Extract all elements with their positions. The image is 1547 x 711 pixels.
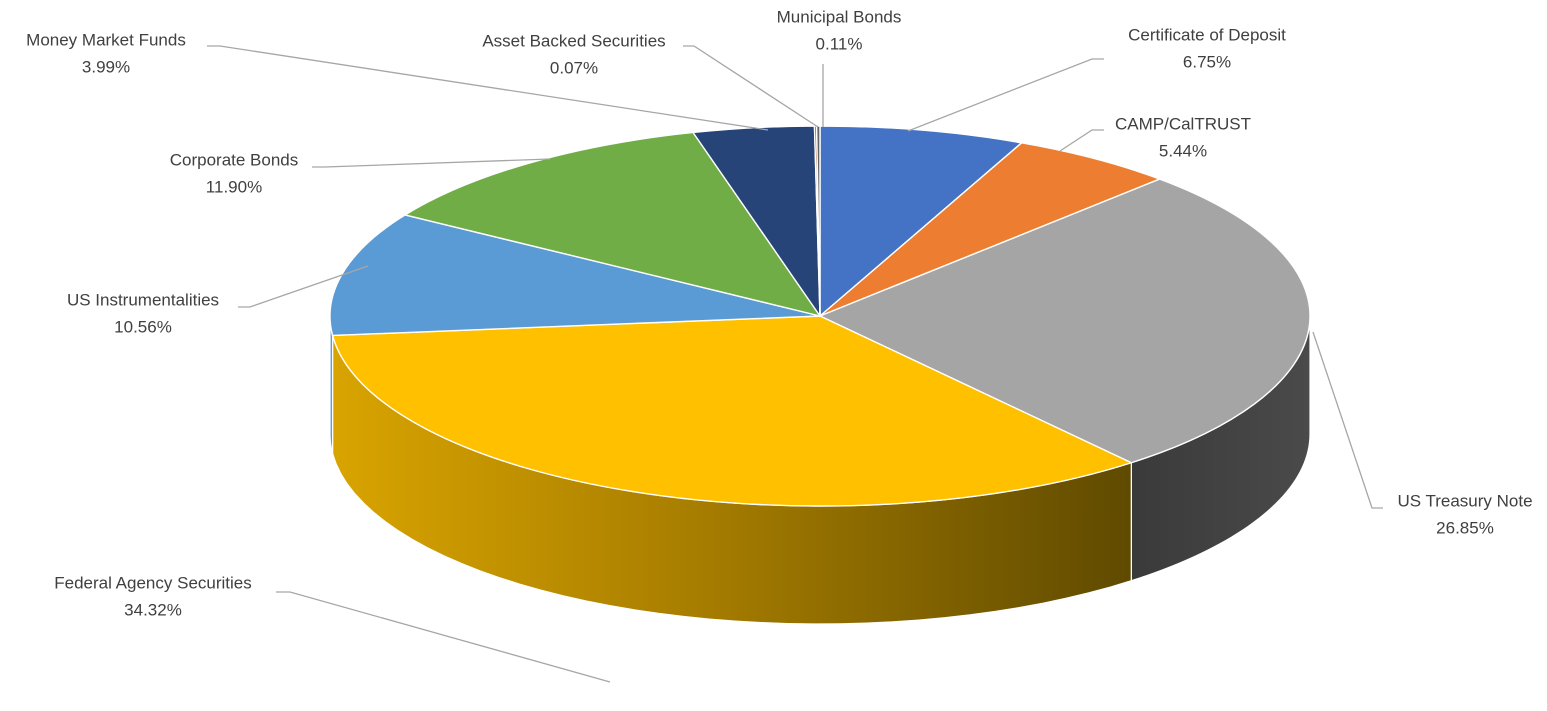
value-label-us-treasury-note: 26.85% <box>1436 518 1494 537</box>
leader-line-us-treasury-note <box>1312 331 1383 509</box>
label-us-treasury-note: US Treasury Note <box>1397 491 1532 510</box>
slice-corporate-bonds <box>404 131 821 317</box>
value-label-camp-caltrust: 5.44% <box>1159 141 1207 160</box>
pie-slices <box>329 125 1311 507</box>
leader-lines <box>207 45 1383 683</box>
label-asset-backed-securities: Asset Backed Securities <box>482 31 665 50</box>
label-certificate-of-deposit: Certificate of Deposit <box>1128 25 1286 44</box>
slice-us-instrumentalities <box>329 214 821 337</box>
leader-line-corporate-bonds <box>312 158 551 168</box>
slice-certificate-of-deposit <box>819 125 1023 317</box>
label-money-market-funds: Money Market Funds <box>26 30 186 49</box>
value-label-federal-agency-securities: 34.32% <box>124 600 182 619</box>
label-us-instrumentalities: US Instrumentalities <box>67 290 219 309</box>
slice-federal-agency-securities <box>331 315 1132 507</box>
value-label-money-market-funds: 3.99% <box>82 57 130 76</box>
slice-us-treasury-note <box>819 178 1311 464</box>
label-federal-agency-securities: Federal Agency Securities <box>54 573 252 592</box>
leader-line-federal-agency-securities <box>276 591 611 683</box>
leader-line-camp-caltrust <box>1059 129 1104 152</box>
leader-line-us-instrumentalities <box>238 265 369 308</box>
value-label-municipal-bonds: 0.11% <box>816 34 863 53</box>
label-camp-caltrust: CAMP/CalTRUST <box>1115 114 1251 133</box>
data-labels: Certificate of Deposit 6.75% CAMP/CalTRUST… <box>26 7 1532 619</box>
value-label-corporate-bonds: 11.90% <box>206 177 262 196</box>
value-label-asset-backed-securities: 0.07% <box>550 58 598 77</box>
slice-camp-caltrust <box>819 142 1161 317</box>
value-label-certificate-of-deposit: 6.75% <box>1183 52 1231 71</box>
label-corporate-bonds: Corporate Bonds <box>170 150 299 169</box>
leader-line-certificate-of-deposit <box>907 58 1104 132</box>
leader-line-money-market-funds <box>207 45 769 131</box>
label-municipal-bonds: Municipal Bonds <box>777 7 902 26</box>
leader-line-asset-backed-securities <box>683 45 819 128</box>
value-label-us-instrumentalities: 10.56% <box>114 317 172 336</box>
